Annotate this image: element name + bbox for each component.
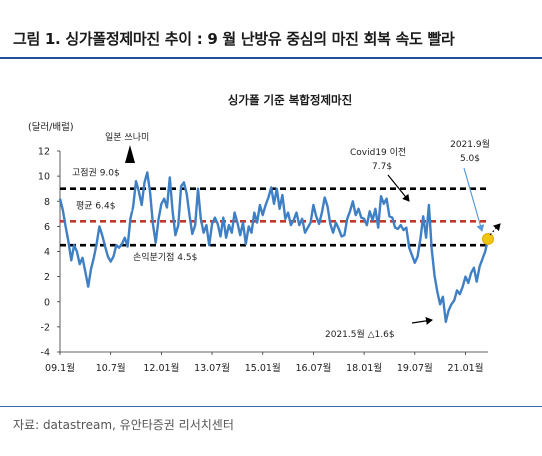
y-tick-label: -2: [41, 322, 50, 333]
y-tick-label: 10: [38, 172, 50, 183]
annotation-min: 2021.5월 △1.6$: [325, 328, 395, 340]
y-tick-label: 12: [38, 147, 50, 158]
ref-label-bg-low: [131, 251, 213, 264]
x-tick-label: 10.7월: [96, 362, 126, 374]
bottom-rule: [0, 406, 542, 407]
top-rule: [0, 57, 542, 59]
ref-label-bg-high: [70, 166, 136, 179]
latest-arrow: [463, 167, 485, 232]
min-arrow: [411, 316, 433, 325]
y-tick-label: 2: [44, 272, 50, 283]
x-tick-label: 09.1월: [45, 362, 75, 374]
annotation-latest-line2: 5.0$: [460, 154, 480, 164]
chart-title: 싱가폴 기준 복합정제마진: [228, 93, 352, 107]
x-tick-label: 16.07월: [295, 362, 331, 374]
annotation-tsunami: 일본 쓰나미: [105, 132, 149, 143]
tsunami-marker-icon: [125, 145, 135, 163]
annotations: 고점권 9.0$ 평균 6.4$ 손익분기점 4.5$ 일본 쓰나미 Covid19 이…: [70, 132, 501, 340]
y-tick-label: -4: [41, 348, 50, 359]
annotation-covid-line2: 7.7$: [372, 162, 392, 172]
ref-label-high: 고점권 9.0$: [72, 167, 120, 179]
x-tick-label: 18.01월: [346, 362, 382, 374]
x-tick-label: 12.01월: [143, 362, 179, 374]
y-tick-label: 8: [44, 197, 50, 208]
annotation-latest-line1: 2021.9월: [450, 138, 490, 150]
x-tick-label: 19.07월: [397, 362, 433, 374]
chart-svg: 싱가폴 기준 복합정제마진 (달러/배럴) -4 -2 0 2 4 6 8 10 12 09.1월…: [28, 93, 501, 374]
series-group: [58, 171, 490, 324]
y-tick-label: 0: [44, 297, 50, 308]
series-line: [58, 171, 490, 324]
x-tick-label: 13.07월: [194, 362, 230, 374]
ref-label-avg: 평균 6.4$: [76, 200, 115, 211]
y-axis-label: (달러/배럴): [28, 121, 74, 133]
ref-label-low: 손익분기점 4.5$: [133, 251, 197, 263]
x-tick-label: 15.01월: [245, 362, 281, 374]
source-note: 자료: datastream, 유안타증권 리서치센터: [13, 418, 234, 432]
axes: -4 -2 0 2 4 6 8 10 12 09.1월 10.7월 12.01월 13.07월 15.01…: [38, 147, 488, 374]
y-tick-label: 4: [44, 247, 50, 258]
x-tick-label: 21.01월: [448, 362, 484, 374]
figure-title: 그림 1. 싱가폴정제마진 추이 : 9 월 난방유 중심의 마진 회복 속도 …: [13, 30, 455, 48]
annotation-covid-line1: Covid19 이전: [350, 147, 406, 158]
ref-label-bg-avg: [74, 199, 132, 212]
y-tick-label: 6: [44, 222, 50, 233]
latest-marker: [482, 232, 494, 245]
trend-arrow: [489, 223, 501, 236]
covid-arrow: [387, 174, 410, 202]
